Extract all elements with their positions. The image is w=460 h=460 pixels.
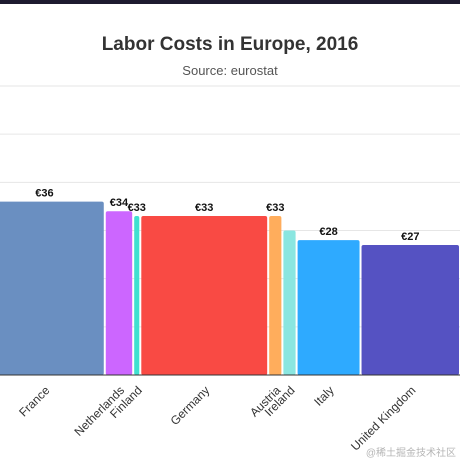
x-tick-label: France	[16, 383, 53, 420]
value-label: €33	[128, 202, 146, 214]
bar-france	[0, 201, 104, 375]
value-label: €27	[401, 231, 419, 243]
value-label: €36	[35, 188, 53, 200]
bar-netherlands	[105, 211, 133, 375]
bar-austria	[269, 216, 282, 375]
value-label: €28	[319, 226, 337, 238]
chart-subtitle: Source: eurostat	[182, 63, 278, 78]
x-tick-label: Italy	[311, 383, 336, 408]
x-tick-label: Germany	[168, 383, 213, 428]
bar-finland	[134, 216, 140, 375]
bar-italy	[297, 240, 360, 375]
value-labels: €36€34 €33 €33 €33€28 €27	[35, 188, 419, 243]
bars	[0, 201, 459, 375]
chart-title: Labor Costs in Europe, 2016	[101, 34, 359, 55]
bar-united-kingdom	[361, 244, 459, 375]
value-label: €33	[195, 202, 213, 214]
watermark: @稀土掘金技术社区	[365, 448, 456, 459]
bar-germany	[141, 216, 268, 375]
value-label: €34	[110, 197, 129, 209]
value-label: €33	[266, 202, 284, 214]
bar-ireland	[283, 230, 296, 375]
top-bar	[0, 0, 460, 4]
x-tick-label: United Kingdom	[348, 383, 418, 453]
